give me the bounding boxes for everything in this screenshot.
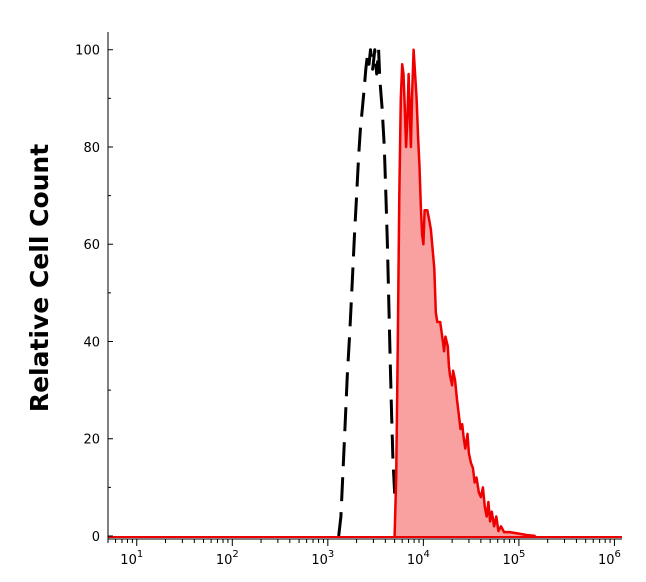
series-1-line bbox=[393, 48, 536, 538]
y-tick-label-0: 0 bbox=[92, 530, 100, 545]
x-tick-label-0: 101 bbox=[120, 549, 143, 568]
y-axis-label: Relative Cell Count bbox=[25, 144, 54, 412]
y-tick-label-4: 80 bbox=[83, 141, 100, 156]
y-tick-label-1: 20 bbox=[83, 433, 100, 448]
x-tick-label-4: 105 bbox=[502, 549, 525, 568]
y-tick-label-2: 40 bbox=[83, 335, 100, 350]
x-tick-label-1: 102 bbox=[216, 549, 239, 568]
series-1-area bbox=[394, 49, 536, 536]
y-tick-label-3: 60 bbox=[83, 238, 100, 253]
y-tick-label-5: 100 bbox=[75, 44, 100, 59]
series-0-line bbox=[337, 48, 412, 537]
x-tick-label-5: 106 bbox=[598, 549, 621, 568]
x-tick-label-2: 103 bbox=[311, 549, 334, 568]
x-tick-label-3: 104 bbox=[407, 549, 430, 568]
